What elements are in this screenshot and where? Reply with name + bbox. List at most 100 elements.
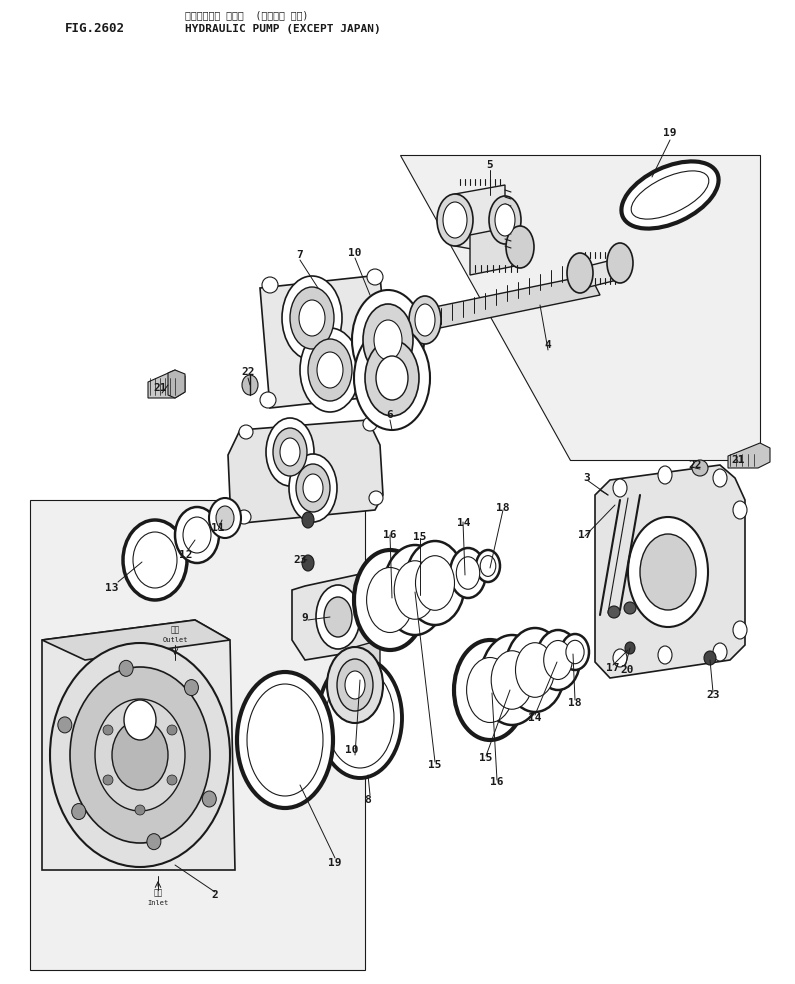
Ellipse shape [273, 428, 307, 476]
Ellipse shape [369, 491, 383, 505]
Text: 18: 18 [568, 698, 582, 708]
Text: 12: 12 [179, 550, 192, 560]
Ellipse shape [733, 621, 747, 639]
Ellipse shape [506, 226, 534, 268]
Ellipse shape [345, 671, 365, 699]
Polygon shape [455, 185, 505, 255]
Ellipse shape [209, 498, 241, 538]
Ellipse shape [443, 202, 467, 238]
Ellipse shape [713, 469, 727, 487]
Ellipse shape [300, 328, 360, 412]
Ellipse shape [167, 775, 177, 785]
Text: 14: 14 [457, 518, 471, 528]
Text: 21: 21 [153, 383, 167, 393]
Ellipse shape [613, 649, 627, 667]
Polygon shape [400, 155, 760, 460]
Ellipse shape [72, 804, 86, 820]
Ellipse shape [123, 520, 187, 600]
Ellipse shape [147, 833, 161, 849]
Ellipse shape [290, 287, 334, 349]
Ellipse shape [296, 464, 330, 512]
Ellipse shape [450, 548, 486, 598]
Text: 22: 22 [688, 460, 702, 470]
Text: HYDRAULIC PUMP (EXCEPT JAPAN): HYDRAULIC PUMP (EXCEPT JAPAN) [185, 24, 381, 34]
Ellipse shape [242, 375, 258, 395]
Ellipse shape [505, 628, 565, 712]
Ellipse shape [495, 204, 515, 236]
Ellipse shape [658, 646, 672, 664]
Ellipse shape [608, 606, 620, 618]
Ellipse shape [658, 466, 672, 484]
Text: 23: 23 [293, 555, 307, 565]
Ellipse shape [70, 667, 210, 843]
Ellipse shape [324, 597, 352, 637]
Text: 10: 10 [348, 248, 362, 258]
Ellipse shape [363, 417, 377, 431]
Ellipse shape [266, 418, 314, 486]
Ellipse shape [354, 326, 430, 430]
Text: FIG.2602: FIG.2602 [65, 22, 125, 35]
Ellipse shape [405, 541, 465, 625]
Text: Inlet: Inlet [147, 900, 169, 906]
Text: 17: 17 [607, 663, 620, 673]
Ellipse shape [625, 642, 635, 654]
Text: 21: 21 [731, 455, 745, 465]
Text: ハイドロック ホンプ  (カイガイ ヨコ): ハイドロック ホンプ (カイガイ ヨコ) [185, 10, 308, 20]
Ellipse shape [409, 296, 441, 344]
Ellipse shape [282, 276, 342, 360]
Polygon shape [420, 275, 600, 330]
Ellipse shape [376, 356, 408, 400]
Text: 10: 10 [345, 745, 359, 755]
Text: 15: 15 [413, 532, 427, 542]
Ellipse shape [561, 634, 589, 670]
Ellipse shape [239, 425, 253, 439]
Text: 11: 11 [211, 523, 225, 533]
Ellipse shape [467, 657, 514, 722]
Ellipse shape [480, 556, 496, 577]
Ellipse shape [50, 643, 230, 867]
Ellipse shape [167, 725, 177, 735]
Text: 19: 19 [328, 858, 342, 868]
Ellipse shape [133, 532, 177, 588]
Ellipse shape [124, 700, 156, 740]
Ellipse shape [489, 196, 521, 244]
Ellipse shape [318, 658, 402, 778]
Ellipse shape [394, 561, 436, 619]
Text: 17: 17 [578, 530, 591, 540]
Ellipse shape [607, 243, 633, 283]
Ellipse shape [367, 269, 383, 285]
Text: 4: 4 [545, 340, 552, 350]
Ellipse shape [454, 640, 526, 740]
Ellipse shape [299, 300, 325, 336]
Text: 13: 13 [105, 583, 118, 593]
Ellipse shape [202, 791, 216, 807]
Ellipse shape [237, 672, 333, 808]
Ellipse shape [692, 460, 708, 476]
Ellipse shape [316, 585, 360, 649]
Ellipse shape [613, 479, 627, 497]
Ellipse shape [237, 510, 251, 524]
Ellipse shape [289, 454, 337, 522]
Text: 15: 15 [479, 753, 493, 763]
Polygon shape [355, 640, 380, 730]
Ellipse shape [437, 194, 473, 246]
Ellipse shape [624, 602, 636, 614]
Ellipse shape [622, 161, 719, 228]
Ellipse shape [119, 660, 133, 676]
Polygon shape [228, 420, 383, 523]
Ellipse shape [354, 550, 426, 650]
Ellipse shape [183, 517, 211, 553]
Polygon shape [580, 258, 625, 288]
Ellipse shape [515, 643, 554, 698]
Text: 7: 7 [297, 250, 304, 260]
Ellipse shape [628, 517, 708, 627]
Text: 6: 6 [386, 410, 394, 420]
Ellipse shape [302, 512, 314, 528]
Ellipse shape [184, 680, 199, 696]
Polygon shape [168, 370, 185, 398]
Ellipse shape [416, 556, 455, 610]
Ellipse shape [175, 507, 219, 563]
Polygon shape [292, 573, 378, 660]
Ellipse shape [456, 557, 479, 589]
Ellipse shape [365, 340, 419, 416]
